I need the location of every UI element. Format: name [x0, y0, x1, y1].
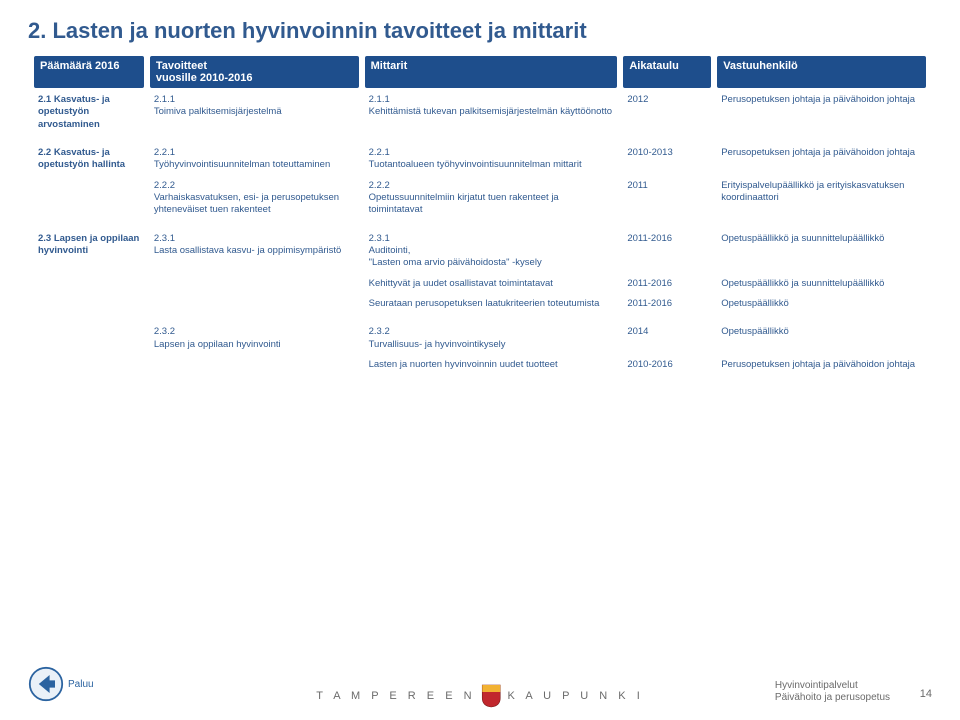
th-mit: Mittarit	[365, 56, 618, 88]
cell-mit: 2.3.1 Auditointi, "Lasten oma arvio päiv…	[365, 231, 618, 272]
cell-vas: Perusopetuksen johtaja ja päivähoidon jo…	[717, 145, 926, 174]
page: 2. Lasten ja nuorten hyvinvoinnin tavoit…	[0, 0, 960, 720]
cell-goal	[34, 296, 144, 312]
cell-aik: 2011-2016	[623, 231, 711, 272]
cell-vas: Erityispalvelupäällikkö ja erityiskasvat…	[717, 178, 926, 219]
cell-goal	[34, 178, 144, 219]
back-link[interactable]: Paluu	[28, 666, 94, 702]
cell-aik: 2012	[623, 92, 711, 133]
th-tav: Tavoitteet vuosille 2010-2016	[150, 56, 359, 88]
page-title: 2. Lasten ja nuorten hyvinvoinnin tavoit…	[28, 18, 932, 44]
footer-unit: Hyvinvointipalvelut Päivähoito ja peruso…	[775, 680, 890, 704]
spacer	[34, 223, 926, 227]
cell-vas: Opetuspäällikkö	[717, 324, 926, 353]
cell-aik: 2014	[623, 324, 711, 353]
footer-unit-2: Päivähoito ja perusopetus	[775, 692, 890, 704]
cell-mit: 2.3.2 Turvallisuus- ja hyvinvointikysely	[365, 324, 618, 353]
table-row: 2.2 Kasvatus- ja opetustyön hallinta 2.2…	[34, 145, 926, 174]
cell-mit: 2.2.2 Opetussuunnitelmiin kirjatut tuen …	[365, 178, 618, 219]
cell-tav: 2.2.2 Varhaiskasvatuksen, esi- ja peruso…	[150, 178, 359, 219]
cell-tav: 2.3.2 Lapsen ja oppilaan hyvinvointi	[150, 324, 359, 353]
cell-tav	[150, 296, 359, 312]
cell-mit: Kehittyvät ja uudet osallistavat toimint…	[365, 276, 618, 292]
cell-tav: 2.2.1 Työhyvinvointisuunnitelman toteutt…	[150, 145, 359, 174]
table-row: 2.2.2 Varhaiskasvatuksen, esi- ja peruso…	[34, 178, 926, 219]
spacer	[34, 137, 926, 141]
cell-goal: 2.3 Lapsen ja oppilaan hyvinvointi	[34, 231, 144, 272]
footer: Paluu T A M P E R E E N K A U P U N K I …	[0, 662, 960, 708]
cell-aik: 2011-2016	[623, 296, 711, 312]
cell-aik: 2011-2016	[623, 276, 711, 292]
footer-city: T A M P E R E E N K A U P U N K I	[316, 684, 644, 708]
cell-tav	[150, 357, 359, 373]
footer-unit-1: Hyvinvointipalvelut	[775, 680, 890, 692]
page-number: 14	[920, 688, 932, 700]
cell-mit: 2.1.1 Kehittämistä tukevan palkitsemisjä…	[365, 92, 618, 133]
table-row: 2.3.2 Lapsen ja oppilaan hyvinvointi 2.3…	[34, 324, 926, 353]
city-left: T A M P E R E E N	[316, 690, 475, 702]
cell-goal	[34, 324, 144, 353]
cell-vas: Perusopetuksen johtaja ja päivähoidon jo…	[717, 92, 926, 133]
cell-tav: 2.1.1 Toimiva palkitsemisjärjestelmä	[150, 92, 359, 133]
table-row: Kehittyvät ja uudet osallistavat toimint…	[34, 276, 926, 292]
cell-aik: 2011	[623, 178, 711, 219]
table-row: 2.1 Kasvatus- ja opetustyön arvostaminen…	[34, 92, 926, 133]
goals-table: Päämäärä 2016 Tavoitteet vuosille 2010-2…	[28, 52, 932, 378]
cell-goal	[34, 357, 144, 373]
th-goal: Päämäärä 2016	[34, 56, 144, 88]
cell-mit: 2.2.1 Tuotantoalueen työhyvinvointisuunn…	[365, 145, 618, 174]
th-aik: Aikataulu	[623, 56, 711, 88]
back-label: Paluu	[68, 679, 94, 690]
cell-goal: 2.1 Kasvatus- ja opetustyön arvostaminen	[34, 92, 144, 133]
table-row: Lasten ja nuorten hyvinvoinnin uudet tuo…	[34, 357, 926, 373]
cell-vas: Opetuspäällikkö ja suunnittelupäällikkö	[717, 231, 926, 272]
table-row: Seurataan perusopetuksen laatukriteerien…	[34, 296, 926, 312]
cell-vas: Opetuspäällikkö ja suunnittelupäällikkö	[717, 276, 926, 292]
th-vas: Vastuuhenkilö	[717, 56, 926, 88]
cell-tav	[150, 276, 359, 292]
cell-mit: Lasten ja nuorten hyvinvoinnin uudet tuo…	[365, 357, 618, 373]
cell-vas: Opetuspäällikkö	[717, 296, 926, 312]
spacer	[34, 316, 926, 320]
cell-vas: Perusopetuksen johtaja ja päivähoidon jo…	[717, 357, 926, 373]
table-header-row: Päämäärä 2016 Tavoitteet vuosille 2010-2…	[34, 56, 926, 88]
cell-mit: Seurataan perusopetuksen laatukriteerien…	[365, 296, 618, 312]
cell-aik: 2010-2016	[623, 357, 711, 373]
city-right: K A U P U N K I	[508, 690, 644, 702]
back-arrow-icon	[28, 666, 64, 702]
cell-goal: 2.2 Kasvatus- ja opetustyön hallinta	[34, 145, 144, 174]
cell-goal	[34, 276, 144, 292]
cell-tav: 2.3.1 Lasta osallistava kasvu- ja oppimi…	[150, 231, 359, 272]
shield-icon	[482, 684, 502, 708]
cell-aik: 2010-2013	[623, 145, 711, 174]
table-row: 2.3 Lapsen ja oppilaan hyvinvointi 2.3.1…	[34, 231, 926, 272]
